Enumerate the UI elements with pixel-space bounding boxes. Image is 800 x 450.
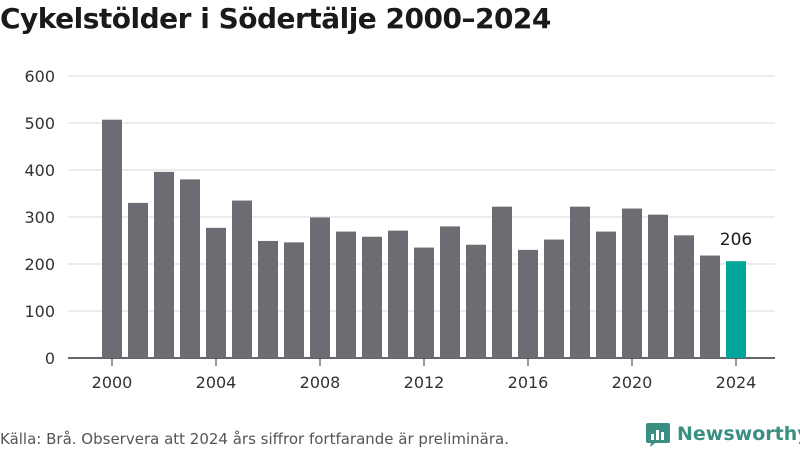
bars: [102, 119, 746, 359]
bar-2021: [648, 214, 668, 358]
y-tick-label: 400: [24, 161, 55, 180]
bar-2020: [622, 208, 642, 358]
bar-2018: [570, 206, 590, 358]
brand-logo: Newsworthy: [645, 421, 800, 447]
bar-2014: [466, 244, 486, 358]
bar-2007: [284, 242, 304, 358]
bar-2012: [414, 247, 434, 358]
bar-2008: [310, 217, 330, 358]
bar-2016: [518, 249, 538, 358]
bar-2010: [362, 236, 382, 358]
y-tick-label: 300: [24, 208, 55, 227]
x-tick-label: 2016: [508, 373, 549, 392]
x-tick-label: 2008: [300, 373, 341, 392]
bar-2004: [206, 227, 226, 358]
bar-2017: [544, 239, 564, 358]
bar-2015: [492, 206, 512, 358]
y-tick-label: 500: [24, 114, 55, 133]
tick-labels: 0 100 200 300 400 500 600 2000 2004 2008 2012 2016 2…: [24, 67, 756, 392]
y-tick-label: 200: [24, 255, 55, 274]
bar-2001: [128, 202, 148, 358]
bar-2019: [596, 231, 616, 358]
bar-2024: [726, 261, 746, 358]
bar-2023: [700, 255, 720, 358]
bar-chart-logo-icon: [646, 423, 670, 447]
x-tick-label: 2004: [196, 373, 237, 392]
bar-2003: [180, 179, 200, 358]
bar-2009: [336, 231, 356, 358]
x-tick-label: 2020: [612, 373, 653, 392]
y-tick-label: 600: [24, 67, 55, 86]
x-tick-label: 2012: [404, 373, 445, 392]
y-tick-label: 0: [45, 349, 55, 368]
highlight-data-label: 206: [720, 230, 752, 250]
source-note: Källa: Brå. Observera att 2024 års siffr…: [0, 430, 509, 448]
bar-2005: [232, 200, 252, 358]
bar-2013: [440, 226, 460, 358]
x-tick-label: 2024: [716, 373, 757, 392]
bar-2002: [154, 171, 174, 358]
bar-2011: [388, 230, 408, 358]
y-tick-label: 100: [24, 302, 55, 321]
bar-2006: [258, 240, 278, 358]
brand-name: Newsworthy: [677, 423, 800, 445]
x-tick-label: 2000: [92, 373, 133, 392]
chart-title: Cykelstölder i Södertälje 2000–2024: [0, 2, 551, 35]
bar-2000: [102, 119, 122, 359]
bar-2022: [674, 235, 694, 358]
